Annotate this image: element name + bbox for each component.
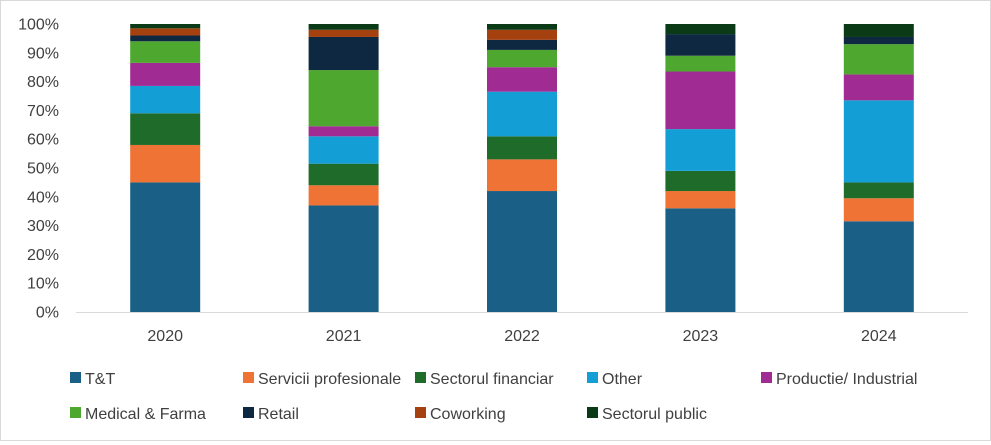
bar-segment-2024-6 <box>843 36 914 45</box>
legend-swatch <box>415 407 426 418</box>
legend-swatch <box>243 407 254 418</box>
bar-segment-2022-4 <box>487 67 557 92</box>
legend-swatch <box>70 372 81 383</box>
bar-segment-2021-4 <box>308 126 379 137</box>
bar-segment-2020-6 <box>130 35 201 42</box>
bar-segment-2022-6 <box>487 39 557 50</box>
bar-segment-2020-1 <box>130 144 201 183</box>
bar-segment-2022-2 <box>487 136 557 160</box>
legend-swatch <box>415 372 426 383</box>
bar-segment-2021-1 <box>308 185 379 206</box>
legend-swatch <box>243 372 254 383</box>
bar-segment-2023-8 <box>665 24 736 35</box>
y-tick-label: 100% <box>18 17 59 34</box>
legend-label: Coworking <box>430 406 506 423</box>
y-tick-label: 0% <box>36 305 59 322</box>
y-axis: 0% 10% 20% 30% 40% 50% 60% 70% 80% 90% 100% <box>18 17 59 322</box>
bar-segment-2023-0 <box>665 208 736 312</box>
legend-label: T&T <box>85 371 115 388</box>
legend-item: Sectorul financiar <box>415 371 554 388</box>
bar-segment-2024-0 <box>843 221 914 312</box>
bar-segment-2024-8 <box>843 24 914 37</box>
legend-label: Other <box>602 371 643 388</box>
bar-segment-2021-6 <box>308 36 379 71</box>
x-axis: 2020 2021 2022 2023 2024 <box>76 312 968 345</box>
legend-label: Retail <box>258 406 299 423</box>
y-tick-label: 50% <box>27 161 59 178</box>
bar-segment-2022-8 <box>487 24 557 30</box>
bar-segment-2023-5 <box>665 55 736 72</box>
bar-segment-2024-5 <box>843 44 914 75</box>
legend-label: Sectorul public <box>602 406 707 423</box>
bar-segment-2023-6 <box>665 34 736 56</box>
bar-segment-2020-8 <box>130 24 201 29</box>
legend-swatch <box>761 372 772 383</box>
legend-label: Sectorul financiar <box>430 371 554 388</box>
legend-item: T&T <box>70 371 115 388</box>
bar-segment-2020-3 <box>130 85 201 114</box>
bar-segment-2021-7 <box>308 29 379 37</box>
bar-segment-2024-3 <box>843 100 914 183</box>
bar-segment-2022-1 <box>487 159 557 192</box>
y-tick-label: 40% <box>27 189 59 206</box>
legend-item: Other <box>587 371 643 388</box>
x-tick-label: 2023 <box>683 328 719 345</box>
y-tick-label: 20% <box>27 247 59 264</box>
legend-label: Servicii profesionale <box>258 371 401 388</box>
bar-segment-2022-3 <box>487 91 557 137</box>
legend-swatch <box>587 372 598 383</box>
legend-label: Productie/ Industrial <box>776 371 917 388</box>
bar-segment-2021-3 <box>308 136 379 164</box>
y-tick-label: 10% <box>27 276 59 293</box>
bar-segment-2021-5 <box>308 70 379 127</box>
bar-segment-2020-4 <box>130 62 201 86</box>
legend-swatch <box>70 407 81 418</box>
legend-item: Sectorul public <box>587 406 707 423</box>
y-tick-label: 30% <box>27 218 59 235</box>
x-tick-label: 2022 <box>504 328 540 345</box>
y-tick-label: 80% <box>27 74 59 91</box>
legend-item: Coworking <box>415 406 506 423</box>
y-tick-label: 70% <box>27 103 59 120</box>
bar-segment-2023-3 <box>665 129 736 171</box>
bar-segment-2023-1 <box>665 191 736 209</box>
x-tick-label: 2021 <box>326 328 362 345</box>
x-tick-label: 2020 <box>147 328 183 345</box>
bar-segment-2023-2 <box>665 170 736 192</box>
bar-segment-2021-2 <box>308 163 379 186</box>
bar-segment-2024-2 <box>843 182 914 199</box>
bar-segment-2022-7 <box>487 29 557 40</box>
legend-item: Productie/ Industrial <box>761 371 917 388</box>
bar-segment-2024-4 <box>843 74 914 101</box>
y-tick-label: 60% <box>27 132 59 149</box>
x-tick-label: 2024 <box>861 328 897 345</box>
bar-segment-2020-5 <box>130 41 201 63</box>
bar-segment-2020-7 <box>130 28 201 36</box>
legend-item: Medical & Farma <box>70 406 206 423</box>
bars <box>130 24 914 312</box>
bar-segment-2022-0 <box>487 191 557 312</box>
bar-segment-2024-1 <box>843 198 914 222</box>
bar-segment-2021-0 <box>308 205 379 312</box>
legend: T&T Servicii profesionale Sectorul financi… <box>70 371 917 423</box>
bar-segment-2020-0 <box>130 182 201 312</box>
legend-label: Medical & Farma <box>85 406 206 423</box>
y-tick-label: 90% <box>27 45 59 62</box>
bar-segment-2020-2 <box>130 113 201 145</box>
bar-segment-2023-4 <box>665 71 736 130</box>
bar-segment-2022-5 <box>487 49 557 68</box>
bar-segment-2021-8 <box>308 24 379 30</box>
legend-item: Servicii profesionale <box>243 371 401 388</box>
legend-item: Retail <box>243 406 299 423</box>
legend-swatch <box>587 407 598 418</box>
